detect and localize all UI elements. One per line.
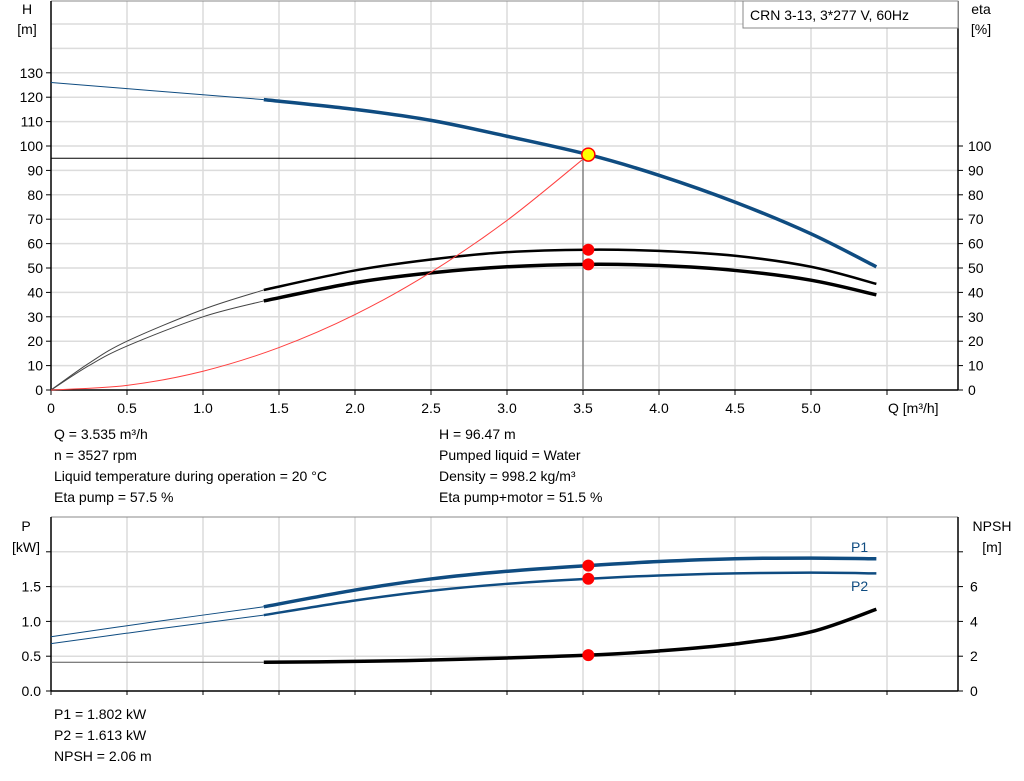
y-tick-label-left: 0.5 bbox=[22, 648, 42, 664]
y-axis-unit-right: [m] bbox=[982, 539, 1001, 555]
y-tick-label-right: 60 bbox=[968, 236, 984, 252]
x-tick-label: 3.5 bbox=[573, 400, 593, 416]
y-tick-label-right: 4 bbox=[970, 613, 978, 629]
readout-speed: n = 3527 rpm bbox=[54, 447, 137, 463]
y-tick-label-left: 0.0 bbox=[22, 683, 42, 699]
y-tick-label-right: 0 bbox=[970, 683, 978, 699]
readout-top-right: H = 96.47 m Pumped liquid = Water Densit… bbox=[439, 424, 602, 508]
x-tick-label: 1.0 bbox=[193, 400, 213, 416]
y-tick-label-left: 1.5 bbox=[22, 579, 42, 595]
series-system-curve bbox=[50, 158, 584, 391]
y-axis-unit-left: [kW] bbox=[12, 539, 40, 555]
readout-flow: Q = 3.535 m³/h bbox=[54, 426, 148, 442]
series-eta-pump-extrapolated bbox=[50, 289, 264, 391]
readout-density: Density = 998.2 kg/m³ bbox=[439, 468, 576, 484]
y-tick-label-left: 110 bbox=[21, 114, 44, 130]
x-axis-label: Q [m³/h] bbox=[888, 400, 939, 416]
y-tick-label-left: 100 bbox=[20, 138, 44, 154]
y-tick-label-right: 30 bbox=[968, 309, 984, 325]
series-head-extrapolated bbox=[50, 82, 264, 101]
series-p1-extrapolated bbox=[50, 606, 264, 638]
y-tick-label-left: 20 bbox=[27, 333, 43, 349]
readout-temperature: Liquid temperature during operation = 20… bbox=[54, 468, 327, 484]
y-tick-label-left: 0 bbox=[35, 382, 43, 398]
x-tick-label: 2.5 bbox=[421, 400, 441, 416]
y-axis-unit-right: [%] bbox=[971, 21, 991, 37]
readout-top-left: Q = 3.535 m³/h n = 3527 rpm Liquid tempe… bbox=[54, 424, 327, 508]
y-tick-label-right: 90 bbox=[968, 162, 984, 178]
y-tick-label-right: 50 bbox=[968, 260, 984, 276]
series-label-p2: P2 bbox=[851, 578, 868, 594]
y-tick-label-right: 70 bbox=[968, 211, 984, 227]
chart-title: CRN 3-13, 3*277 V, 60Hz bbox=[750, 7, 909, 23]
y-axis-label-right: NPSH bbox=[973, 518, 1012, 534]
y-tick-label-right: 10 bbox=[968, 358, 984, 374]
x-tick-label: 0.5 bbox=[117, 400, 137, 416]
operating-point-marker bbox=[581, 147, 596, 162]
y-tick-label-left: 50 bbox=[27, 260, 43, 276]
y-tick-label-right: 0 bbox=[968, 382, 976, 398]
y-tick-label-left: 130 bbox=[20, 65, 44, 81]
x-tick-label: 4.5 bbox=[725, 400, 745, 416]
y-tick-label-right: 6 bbox=[970, 579, 978, 595]
y-tick-label-right: 100 bbox=[968, 138, 992, 154]
y-tick-label-right: 2 bbox=[970, 648, 978, 664]
readout-eta-total: Eta pump+motor = 51.5 % bbox=[439, 489, 603, 505]
x-tick-label: 0 bbox=[47, 400, 55, 416]
y-tick-label-left: 80 bbox=[27, 187, 43, 203]
readout-npsh: NPSH = 2.06 m bbox=[54, 748, 152, 764]
x-tick-label: 5.0 bbox=[801, 400, 821, 416]
series-eta-pump-motor-extrapolated bbox=[50, 300, 264, 391]
eta-total-marker bbox=[582, 258, 595, 271]
readout-bottom: P1 = 1.802 kW P2 = 1.613 kW NPSH = 2.06 … bbox=[54, 704, 152, 767]
x-tick-label: 4.0 bbox=[649, 400, 669, 416]
readout-p2: P2 = 1.613 kW bbox=[54, 727, 147, 743]
y-tick-label-left: 1.0 bbox=[22, 613, 42, 629]
y-tick-label-left: 30 bbox=[27, 309, 43, 325]
p2-marker bbox=[582, 572, 595, 585]
y-axis-label-left: P bbox=[21, 518, 30, 534]
y-tick-label-right: 80 bbox=[968, 187, 984, 203]
y-tick-label-left: 120 bbox=[20, 89, 44, 105]
series-p2-extrapolated bbox=[50, 614, 264, 645]
y-axis-label-right: eta bbox=[971, 1, 991, 17]
y-axis-label-left: H bbox=[22, 1, 32, 17]
x-tick-label: 1.5 bbox=[269, 400, 289, 416]
p1-marker bbox=[582, 559, 595, 572]
npsh-marker bbox=[582, 649, 595, 662]
y-axis-unit-left: [m] bbox=[17, 21, 36, 37]
y-tick-label-left: 10 bbox=[27, 358, 43, 374]
readout-liquid: Pumped liquid = Water bbox=[439, 447, 581, 463]
readout-p1: P1 = 1.802 kW bbox=[54, 706, 147, 722]
power-npsh-chart: 0.0 0.5 1.0 1.5 0 2 4 6 P [kW] NPSH [m] P1 P2 bbox=[12, 516, 1012, 699]
x-tick-label: 2.0 bbox=[345, 400, 365, 416]
head-efficiency-chart: 0 10 20 30 40 50 60 70 80 90 100 110 120 130 0 10 20 30 40… bbox=[17, 0, 992, 416]
y-tick-label-right: 20 bbox=[968, 333, 984, 349]
y-tick-label-left: 60 bbox=[27, 236, 43, 252]
y-tick-label-left: 90 bbox=[27, 162, 43, 178]
series-label-p1: P1 bbox=[851, 539, 868, 555]
eta-pump-marker bbox=[582, 243, 595, 256]
readout-eta-pump: Eta pump = 57.5 % bbox=[54, 489, 174, 505]
readout-head: H = 96.47 m bbox=[439, 426, 516, 442]
y-tick-label-left: 40 bbox=[27, 284, 43, 300]
y-tick-label-right: 40 bbox=[968, 284, 984, 300]
title-box bbox=[742, 0, 959, 29]
x-tick-label: 3.0 bbox=[497, 400, 517, 416]
y-tick-label-left: 70 bbox=[27, 211, 43, 227]
